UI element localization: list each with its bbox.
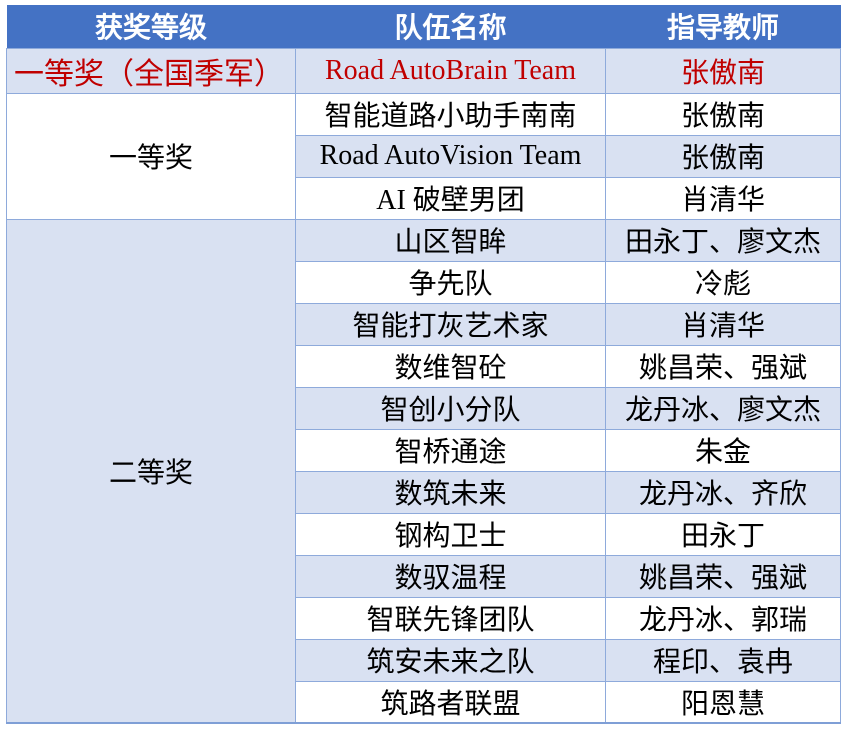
advisor-cell: 肖清华: [605, 302, 841, 346]
advisor-cell: 阳恩慧: [605, 680, 841, 724]
table-row: 数驭温程 姚昌荣、强斌: [7, 554, 841, 598]
team-name-cell: 智创小分队: [295, 386, 606, 430]
table-row: 智创小分队 龙丹冰、廖文杰: [7, 386, 841, 430]
award-level-cell: 一等奖（全国季军）: [6, 47, 296, 94]
table-row: 争先队 冷彪: [7, 260, 841, 304]
team-name-cell: AI 破壁男团: [295, 176, 606, 220]
table-row: 智桥通途 朱金: [7, 428, 841, 472]
award-level-group-cell: 二等奖: [6, 218, 296, 724]
awards-table-body: 一等奖（全国季军） Road AutoBrain Team 张傲南 一等奖 智能道路小助…: [6, 47, 841, 724]
advisor-cell: 龙丹冰、廖文杰: [605, 386, 841, 430]
table-row: 筑路者联盟 阳恩慧: [7, 680, 841, 724]
team-name-cell: 筑路者联盟: [295, 680, 606, 724]
team-name-cell: 争先队: [295, 260, 606, 304]
table-row: 智联先锋团队 龙丹冰、郭瑞: [7, 596, 841, 640]
table-row: 智能打灰艺术家 肖清华: [7, 302, 841, 346]
advisor-cell: 冷彪: [605, 260, 841, 304]
advisor-cell: 龙丹冰、齐欣: [605, 470, 841, 514]
team-name-cell: 筑安未来之队: [295, 638, 606, 682]
awards-table: 获奖等级 队伍名称 指导教师 一等奖（全国季军） Road AutoBrain T…: [6, 5, 841, 724]
champion-row: 一等奖（全国季军） Road AutoBrain Team 张傲南: [6, 47, 841, 94]
advisor-cell: 田永丁、廖文杰: [605, 218, 841, 262]
advisor-cell: 张傲南: [605, 47, 841, 94]
team-name-cell: Road AutoBrain Team: [295, 47, 606, 94]
award-level-group-cell: 一等奖: [6, 92, 296, 220]
advisor-cell: 张傲南: [605, 134, 841, 178]
table-row: 数维智砼 姚昌荣、强斌: [7, 344, 841, 388]
advisor-cell: 田永丁: [605, 512, 841, 556]
table-row: 筑安未来之队 程印、袁冉: [7, 638, 841, 682]
column-header-award-level: 获奖等级: [6, 5, 296, 48]
advisor-cell: 程印、袁冉: [605, 638, 841, 682]
table-row: 一等奖 智能道路小助手南南 张傲南: [6, 92, 841, 220]
team-name-cell: 钢构卫士: [295, 512, 606, 556]
advisor-cell: 龙丹冰、郭瑞: [605, 596, 841, 640]
column-header-advisor: 指导教师: [605, 5, 841, 48]
team-name-cell: 智能道路小助手南南: [295, 92, 606, 136]
header-row: 获奖等级 队伍名称 指导教师: [6, 5, 841, 48]
team-name-cell: 数驭温程: [295, 554, 606, 598]
team-name-cell: 数维智砼: [295, 344, 606, 388]
team-name-cell: 山区智眸: [295, 218, 606, 262]
team-name-cell: Road AutoVision Team: [295, 134, 606, 178]
table-row: Road AutoVision Team 张傲南: [7, 134, 841, 178]
advisor-cell: 姚昌荣、强斌: [605, 344, 841, 388]
table-row: 二等奖 山区智眸 田永丁、廖文杰: [6, 218, 841, 724]
advisor-cell: 肖清华: [605, 176, 841, 220]
team-name-cell: 智能打灰艺术家: [295, 302, 606, 346]
team-name-cell: 智联先锋团队: [295, 596, 606, 640]
advisor-cell: 朱金: [605, 428, 841, 472]
team-name-cell: 智桥通途: [295, 428, 606, 472]
advisor-cell: 张傲南: [605, 92, 841, 136]
team-name-cell: 数筑未来: [295, 470, 606, 514]
column-header-team-name: 队伍名称: [295, 5, 606, 48]
advisor-cell: 姚昌荣、强斌: [605, 554, 841, 598]
